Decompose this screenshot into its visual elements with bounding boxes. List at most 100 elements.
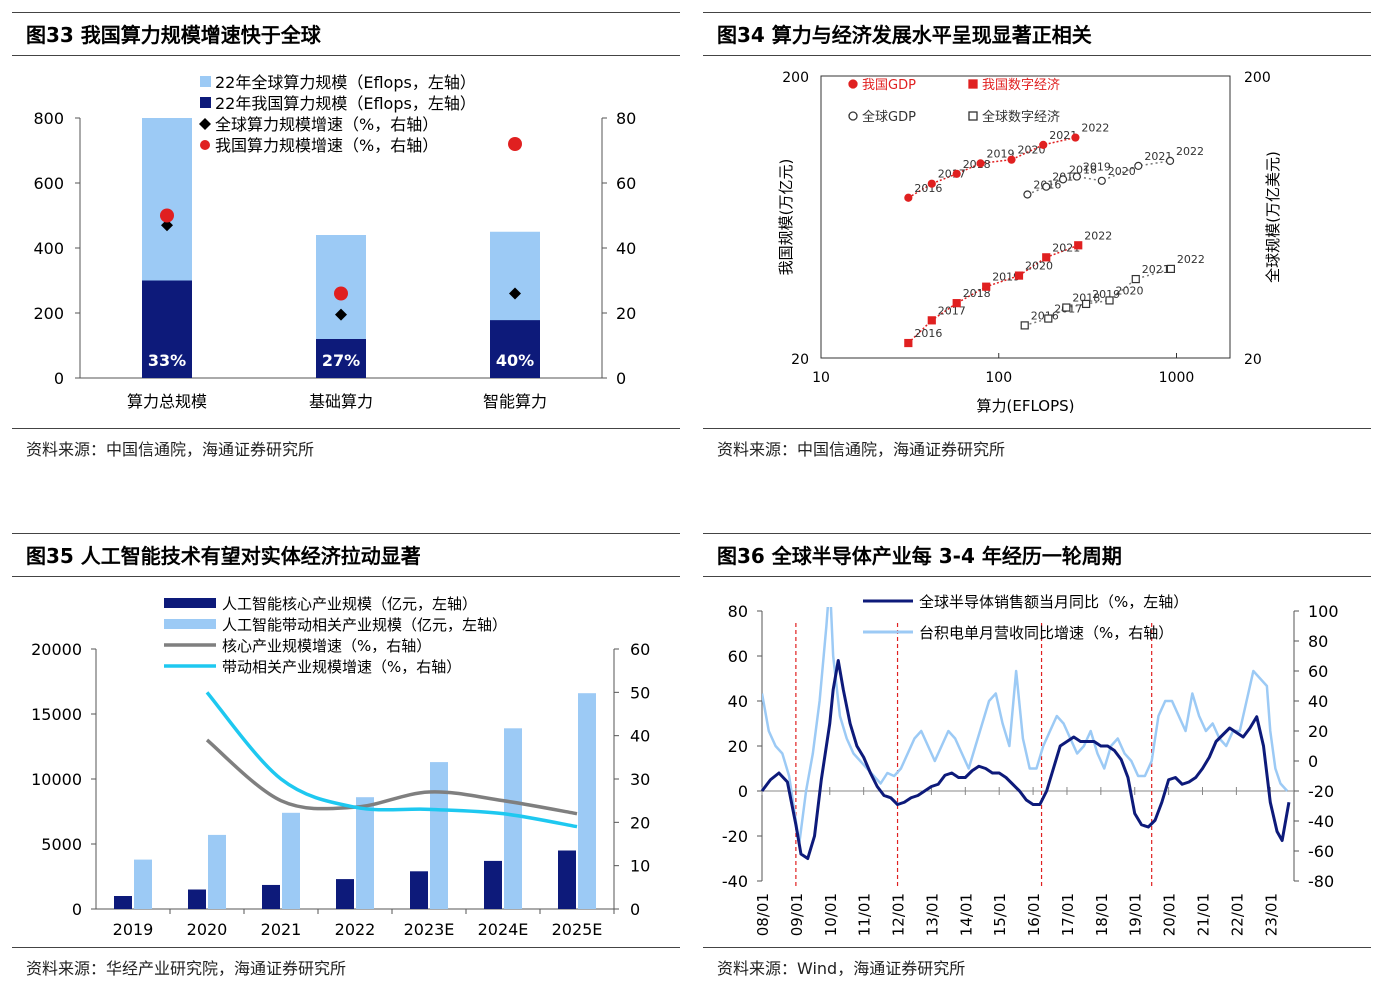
- point-label: 2019: [987, 147, 1015, 160]
- x-tick-label: 1000: [1159, 370, 1195, 386]
- category-label: 算力总规模: [127, 392, 207, 411]
- x-tick-label: 21/01: [1195, 893, 1213, 936]
- y-tick-label-left: 0: [738, 782, 748, 801]
- legend-label: 人工智能带动相关产业规模（亿元，左轴）: [222, 616, 507, 634]
- x-axis-title: 算力(EFLOPS): [976, 397, 1074, 415]
- x-tick-label: 18/01: [1093, 893, 1111, 936]
- fig36-title: 图36 全球半导体产业每 3-4 年经历一轮周期: [703, 533, 1371, 577]
- data-point: [1023, 190, 1032, 199]
- y-tick-label-right: 80: [1308, 632, 1328, 651]
- line-core-growth: [205, 738, 578, 816]
- y-tick-label-right: 40: [630, 727, 650, 746]
- y-tick-label-left: 60: [728, 647, 748, 666]
- y-tick-label-right: 20: [1244, 352, 1262, 368]
- legend-swatch-core: [164, 598, 216, 608]
- y-tick-label-left: 400: [33, 239, 64, 258]
- y-tick-label-right: 60: [616, 174, 636, 193]
- legend-label: 我国算力规模增速（%，右轴）: [215, 136, 438, 155]
- x-tick-label: 23/01: [1262, 893, 1280, 936]
- legend-label: 我国数字经济: [982, 78, 1060, 93]
- point-label: 2017: [938, 168, 966, 181]
- y-tick-label-right: 60: [630, 640, 650, 659]
- marker-china-growth: [160, 208, 174, 223]
- data-point: [1042, 182, 1051, 191]
- panel-fig35: 图35 人工智能技术有望对实体经济拉动显著 0 5000 10000 15000 200…: [12, 533, 680, 983]
- bar-related: [282, 812, 300, 909]
- bar-china-label: 40%: [496, 351, 534, 370]
- x-tick-label: 16/01: [1025, 893, 1043, 936]
- y-tick-label-left: 800: [33, 109, 64, 128]
- panel-fig33: 图33 我国算力规模增速快于全球 0 200 400 600 800 0 20 40 60 80 3…: [12, 12, 680, 480]
- y-tick-label-right: -80: [1308, 872, 1334, 891]
- point-label: 2021: [1049, 129, 1077, 142]
- x-tick-label: 22/01: [1228, 893, 1246, 936]
- y-tick-label-right: -40: [1308, 812, 1334, 831]
- marker-china-growth: [334, 286, 348, 301]
- legend-swatch: [848, 111, 858, 121]
- point-label: 2019: [992, 271, 1020, 284]
- x-tick-label: 13/01: [923, 893, 941, 936]
- bar-core: [114, 896, 132, 909]
- x-tick-label: 100: [985, 370, 1012, 386]
- y-tick-label-left: 80: [728, 602, 748, 621]
- data-point: [1014, 271, 1024, 280]
- legend-swatch-global: [200, 76, 211, 87]
- y-tick-label-left: 0: [72, 900, 82, 919]
- data-point: [1165, 156, 1175, 165]
- data-point: [1007, 155, 1016, 164]
- legend-label: 台积电单月营收同比增速（%，右轴）: [919, 624, 1173, 642]
- point-label: 2017: [938, 304, 966, 317]
- data-point: [1042, 253, 1051, 262]
- legend-label: 全球数字经济: [982, 109, 1060, 125]
- data-point: [1131, 274, 1140, 284]
- y-tick-label-right: 10: [630, 857, 650, 876]
- category-label: 2022: [335, 920, 376, 939]
- y-tick-label-right: 40: [1308, 692, 1328, 711]
- y-tick-label-right: 50: [630, 683, 650, 702]
- bar-china: [490, 320, 540, 378]
- point-label: 2022: [1084, 229, 1112, 242]
- fig36-source: 资料来源：Wind，海通证券研究所: [703, 947, 1371, 979]
- bar-china: [316, 339, 366, 378]
- y-axis-title-right: 全球规模(万亿美元): [1264, 151, 1282, 283]
- x-tick-label: 17/01: [1059, 893, 1077, 936]
- data-point: [927, 316, 936, 325]
- marker-global-growth: [161, 219, 173, 232]
- legend-label: 22年全球算力规模（Eflops，左轴）: [215, 73, 476, 92]
- y-tick-label-right: 100: [1308, 602, 1339, 621]
- data-point: [1097, 176, 1106, 185]
- data-point: [904, 193, 913, 202]
- x-tick-label: 12/01: [890, 893, 908, 936]
- category-label: 2023E: [404, 920, 455, 939]
- y-tick-label-right: 80: [616, 109, 636, 128]
- y-tick-label-left: -20: [722, 827, 748, 846]
- point-label: 2020: [1108, 165, 1136, 178]
- point-label: 2022: [1177, 253, 1205, 266]
- data-point: [1081, 299, 1091, 309]
- point-label: 2021: [1142, 263, 1170, 276]
- point-label: 2020: [1018, 144, 1046, 157]
- y-tick-label-right: 20: [616, 304, 636, 323]
- data-point: [952, 169, 961, 178]
- legend-label: 全球半导体销售额当月同比（%，左轴）: [919, 593, 1188, 611]
- data-point: [1062, 303, 1071, 312]
- bar-related: [504, 728, 522, 909]
- x-tick-label: 11/01: [856, 893, 874, 936]
- legend-label: 带动相关产业规模增速（%，右轴）: [222, 658, 461, 676]
- bar-related: [208, 834, 226, 909]
- x-tick-label: 20/01: [1161, 893, 1179, 936]
- line-tsmc-revenue-growth: [762, 607, 1289, 845]
- point-label: 2020: [1025, 260, 1053, 273]
- legend-label: 我国GDP: [862, 78, 916, 93]
- data-point: [1020, 321, 1029, 330]
- data-point: [1044, 314, 1053, 323]
- y-tick-label-right: 0: [630, 900, 640, 919]
- data-point: [904, 338, 913, 348]
- marker-global-growth: [509, 287, 521, 300]
- line-related-growth: [205, 691, 578, 829]
- bar-core: [188, 889, 206, 909]
- legend-swatch: [848, 79, 858, 89]
- y-tick-label-left: 20: [791, 352, 809, 368]
- x-tick-label: 09/01: [788, 893, 806, 936]
- legend-label: 核心产业规模增速（%，右轴）: [222, 637, 431, 655]
